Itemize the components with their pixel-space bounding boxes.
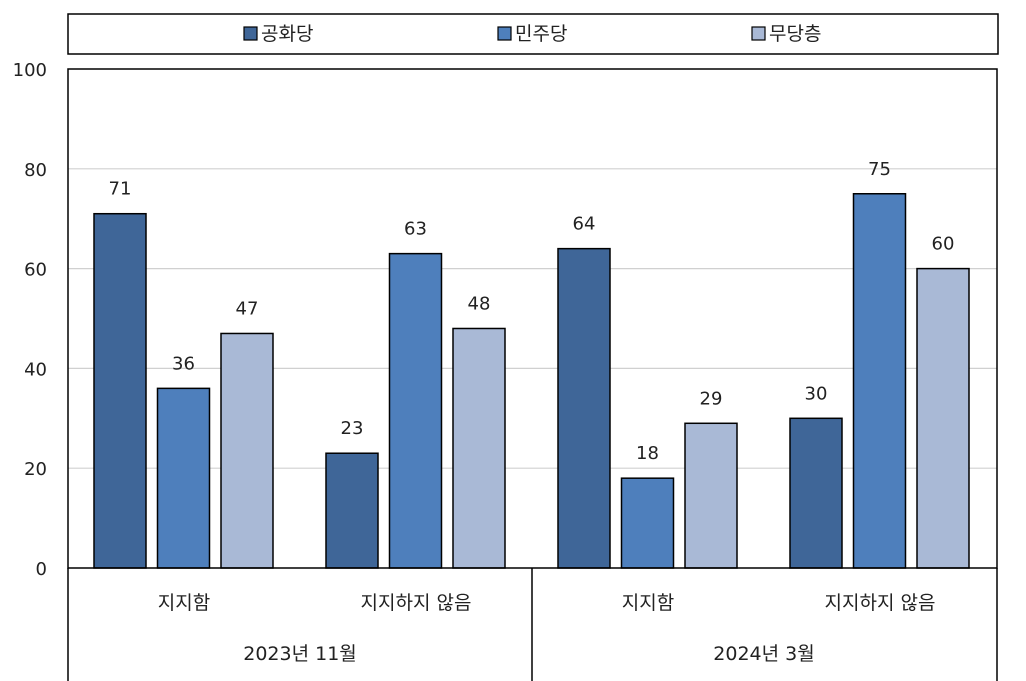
x-tick-label: 지지하지 않음 (825, 592, 936, 614)
legend-box (67, 13, 999, 55)
data-label: 60 (932, 234, 955, 255)
legend-swatch (243, 26, 258, 41)
data-label: 23 (341, 418, 364, 439)
legend-label: 무당층 (769, 23, 821, 45)
bars (93, 193, 970, 569)
data-label: 30 (805, 383, 828, 404)
legend-label: 공화당 (261, 23, 313, 45)
legend: 공화당 민주당 무당층 (243, 23, 821, 45)
bar (916, 267, 970, 569)
data-label: 29 (700, 388, 723, 409)
y-axis: 0 20 40 60 80 100 (13, 60, 47, 580)
bar (452, 327, 506, 569)
bar (156, 387, 211, 569)
bar (388, 252, 443, 569)
data-label: 63 (404, 219, 427, 240)
bar (220, 332, 274, 569)
bar (325, 452, 379, 569)
legend-swatch (751, 26, 766, 41)
value-labels: 71 23 64 30 36 63 18 75 47 48 29 60 (109, 159, 955, 464)
y-tick-label: 20 (24, 459, 47, 480)
y-tick-label: 0 (36, 559, 47, 580)
x-group-label: 2023년 11월 (243, 643, 357, 665)
data-label: 64 (573, 214, 596, 235)
data-label: 75 (868, 159, 891, 180)
data-label: 48 (468, 293, 491, 314)
y-tick-label: 40 (24, 359, 47, 380)
legend-label: 민주당 (515, 23, 567, 45)
bar (684, 422, 738, 569)
bar (557, 247, 611, 569)
bar (789, 417, 843, 569)
bar (620, 477, 675, 569)
x-tick-label: 지지하지 않음 (361, 592, 472, 614)
bar (852, 193, 907, 569)
x-group-label: 2024년 3월 (713, 643, 814, 665)
x-tick-label: 지지함 (158, 592, 210, 614)
y-tick-label: 100 (13, 60, 47, 81)
data-label: 71 (109, 179, 132, 200)
data-label: 47 (236, 298, 259, 319)
x-axis: 지지함 지지하지 않음 지지함 지지하지 않음 2023년 11월 2024년 3월 (67, 568, 998, 681)
data-label: 18 (636, 443, 659, 464)
legend-swatch (497, 26, 512, 41)
bar (93, 212, 147, 569)
x-tick-label: 지지함 (622, 592, 674, 614)
data-label: 36 (172, 353, 195, 374)
y-tick-label: 80 (24, 160, 47, 181)
y-tick-label: 60 (24, 260, 47, 281)
